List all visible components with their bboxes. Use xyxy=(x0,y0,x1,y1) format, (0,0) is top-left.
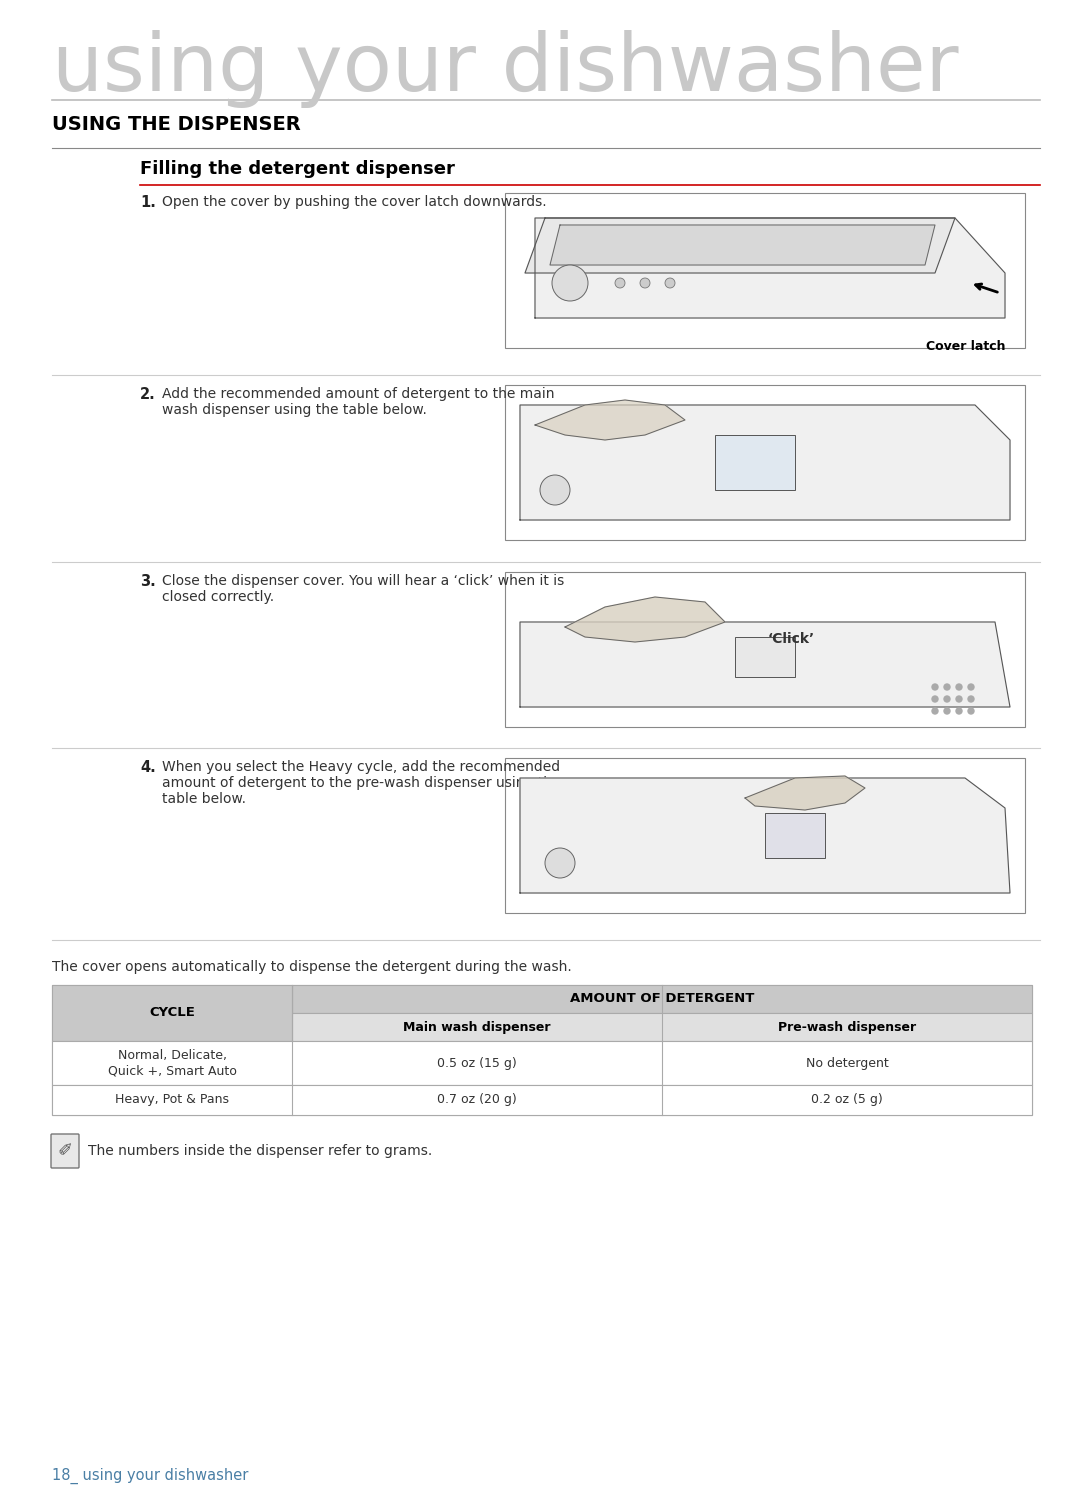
Circle shape xyxy=(956,685,962,691)
Polygon shape xyxy=(525,218,955,274)
Bar xyxy=(52,985,292,1041)
Bar xyxy=(505,573,1025,727)
Circle shape xyxy=(956,709,962,715)
Circle shape xyxy=(944,685,950,691)
Circle shape xyxy=(956,697,962,703)
Text: Add the recommended amount of detergent to the main
wash dispenser using the tab: Add the recommended amount of detergent … xyxy=(162,387,554,417)
Text: Cover latch: Cover latch xyxy=(926,339,1005,353)
Bar xyxy=(765,813,825,858)
Bar xyxy=(292,985,1032,1014)
Circle shape xyxy=(968,709,974,715)
Polygon shape xyxy=(519,777,1010,893)
Circle shape xyxy=(552,265,588,300)
Circle shape xyxy=(944,709,950,715)
Text: Main wash dispenser: Main wash dispenser xyxy=(403,1021,551,1033)
Text: AMOUNT OF DETERGENT: AMOUNT OF DETERGENT xyxy=(570,993,754,1006)
Text: Close the dispenser cover. You will hear a ‘click’ when it is
closed correctly.: Close the dispenser cover. You will hear… xyxy=(162,574,564,604)
Text: When you select the Heavy cycle, add the recommended
amount of detergent to the : When you select the Heavy cycle, add the… xyxy=(162,759,561,806)
Bar xyxy=(52,1041,1032,1085)
Circle shape xyxy=(968,685,974,691)
Polygon shape xyxy=(565,597,725,641)
Text: 2.: 2. xyxy=(140,387,156,402)
Text: The numbers inside the dispenser refer to grams.: The numbers inside the dispenser refer t… xyxy=(87,1144,432,1159)
Text: using your dishwasher: using your dishwasher xyxy=(52,30,959,108)
Text: Pre-wash dispenser: Pre-wash dispenser xyxy=(778,1021,916,1033)
Circle shape xyxy=(932,685,939,691)
Bar xyxy=(735,637,795,677)
Text: Heavy, Pot & Pans: Heavy, Pot & Pans xyxy=(114,1093,229,1106)
Text: Normal, Delicate,
Quick +, Smart Auto: Normal, Delicate, Quick +, Smart Auto xyxy=(108,1049,237,1076)
Text: CYCLE: CYCLE xyxy=(149,1006,194,1020)
Circle shape xyxy=(665,278,675,289)
Text: 0.2 oz (5 g): 0.2 oz (5 g) xyxy=(811,1093,882,1106)
Text: USING THE DISPENSER: USING THE DISPENSER xyxy=(52,115,300,135)
Text: No detergent: No detergent xyxy=(806,1057,889,1069)
Polygon shape xyxy=(550,226,935,265)
Polygon shape xyxy=(519,622,1010,707)
Text: 1.: 1. xyxy=(140,194,156,209)
Circle shape xyxy=(545,848,575,878)
Text: 18_ using your dishwasher: 18_ using your dishwasher xyxy=(52,1468,248,1485)
Text: Filling the detergent dispenser: Filling the detergent dispenser xyxy=(140,160,455,178)
Polygon shape xyxy=(535,218,1005,318)
Bar xyxy=(52,1085,1032,1115)
Text: ✐: ✐ xyxy=(57,1142,72,1160)
Circle shape xyxy=(615,278,625,289)
Bar xyxy=(715,435,795,490)
Text: ‘Click’: ‘Click’ xyxy=(768,632,814,646)
Text: The cover opens automatically to dispense the detergent during the wash.: The cover opens automatically to dispens… xyxy=(52,960,571,975)
Circle shape xyxy=(944,697,950,703)
Bar xyxy=(505,758,1025,913)
Circle shape xyxy=(540,475,570,505)
Bar xyxy=(292,1014,1032,1041)
Text: 3.: 3. xyxy=(140,574,156,589)
Text: 0.5 oz (15 g): 0.5 oz (15 g) xyxy=(437,1057,517,1069)
Polygon shape xyxy=(535,401,685,440)
Polygon shape xyxy=(745,776,865,810)
Bar xyxy=(505,386,1025,540)
Bar xyxy=(52,985,1032,1115)
Text: 0.7 oz (20 g): 0.7 oz (20 g) xyxy=(437,1093,517,1106)
Circle shape xyxy=(932,697,939,703)
Bar xyxy=(505,193,1025,348)
Circle shape xyxy=(968,697,974,703)
Text: Open the cover by pushing the cover latch downwards.: Open the cover by pushing the cover latc… xyxy=(162,194,546,209)
Text: 4.: 4. xyxy=(140,759,156,774)
Polygon shape xyxy=(519,405,1010,520)
FancyBboxPatch shape xyxy=(51,1135,79,1168)
Circle shape xyxy=(932,709,939,715)
Circle shape xyxy=(640,278,650,289)
